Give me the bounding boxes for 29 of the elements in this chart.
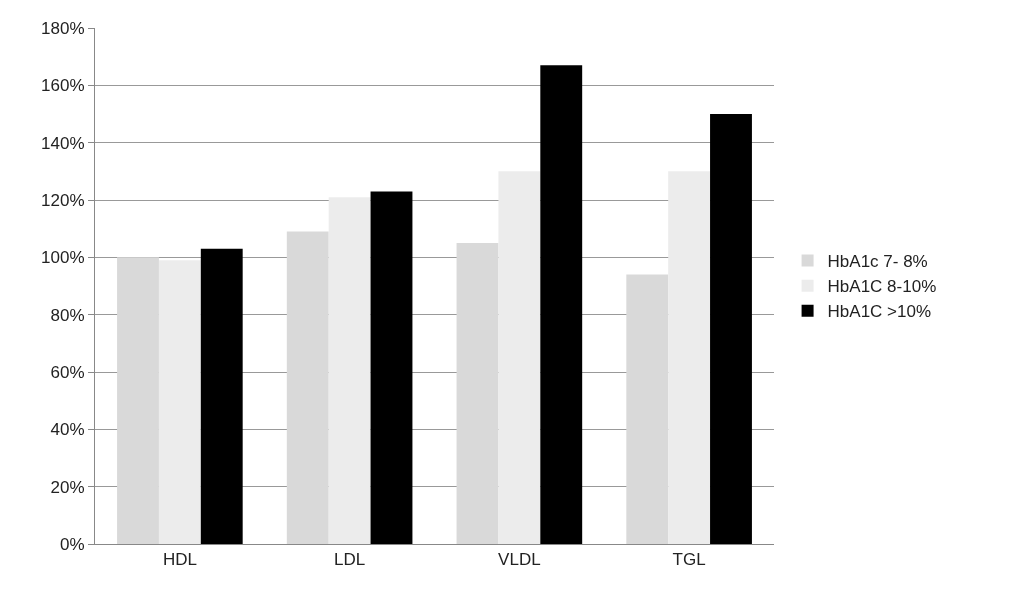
y-tick-label: 180% (41, 18, 85, 38)
legend-label: HbA1C 8-10% (827, 277, 937, 297)
bar (710, 114, 752, 544)
y-tick-label: 120% (41, 190, 85, 210)
y-tick-label: 80% (50, 305, 85, 325)
bar (328, 197, 371, 544)
bar (370, 191, 413, 544)
bar (626, 274, 669, 544)
x-tick-label: TGL (672, 550, 706, 570)
legend-label: HbA1C >10% (827, 302, 932, 322)
bar (117, 257, 159, 544)
bar (200, 248, 243, 544)
bar (540, 65, 583, 544)
y-tick-label: 20% (50, 477, 85, 497)
y-tick-label: 140% (41, 133, 85, 153)
y-tick-label: 160% (41, 76, 85, 96)
bar (456, 243, 499, 544)
bar (158, 260, 201, 544)
y-tick-label: 0% (60, 534, 85, 554)
x-tick-label: LDL (334, 550, 366, 570)
bar (286, 231, 329, 544)
x-tick-label: HDL (162, 550, 197, 570)
y-tick-label: 100% (41, 248, 85, 268)
bar (498, 171, 541, 544)
x-tick-label: VLDL (498, 550, 541, 570)
legend-label: HbA1c 7- 8% (827, 252, 928, 272)
y-tick-label: 60% (50, 362, 85, 382)
bar (668, 171, 711, 544)
y-tick-label: 40% (50, 420, 85, 440)
